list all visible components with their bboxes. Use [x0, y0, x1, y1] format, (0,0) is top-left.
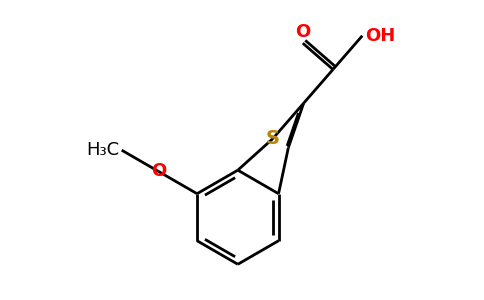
Text: O: O	[151, 162, 166, 180]
Text: H₃C: H₃C	[86, 141, 120, 159]
Text: S: S	[266, 129, 280, 148]
Text: OH: OH	[364, 27, 395, 45]
Text: O: O	[295, 23, 310, 41]
